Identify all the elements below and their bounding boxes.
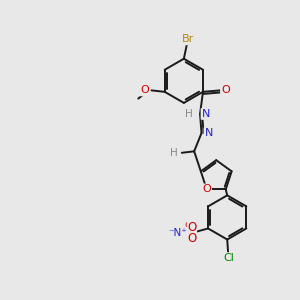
Text: Br: Br [182,34,194,44]
Text: O: O [202,184,211,194]
Text: N: N [202,109,210,119]
Text: O: O [187,221,196,234]
Text: H: H [185,109,193,119]
Text: ⁻N⁺: ⁻N⁺ [174,227,190,236]
Text: O: O [185,220,193,230]
Text: O: O [221,85,230,95]
Text: O: O [140,85,149,95]
Text: ⁻N⁺: ⁻N⁺ [168,228,187,238]
Text: methoxy: methoxy [135,100,141,101]
Text: O: O [187,232,196,245]
Text: Cl: Cl [223,253,234,263]
Text: O: O [186,234,195,244]
Text: N: N [205,128,213,138]
Text: H: H [169,148,177,158]
